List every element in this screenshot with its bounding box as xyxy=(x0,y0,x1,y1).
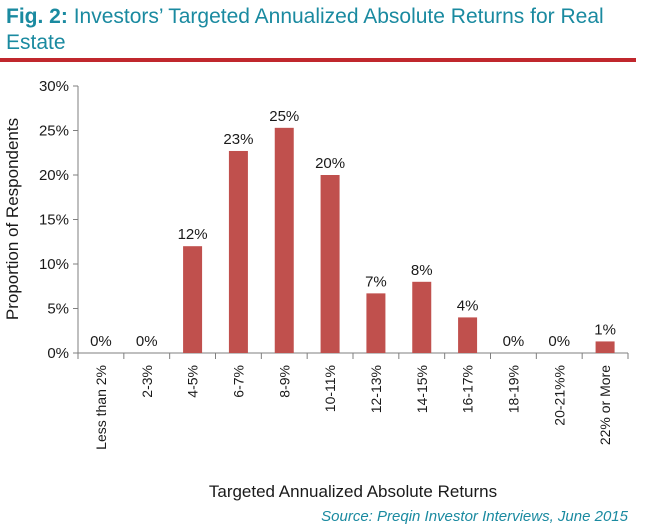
data-label: 12% xyxy=(178,226,208,243)
bar xyxy=(183,246,203,353)
category-label: Less than 2% xyxy=(93,365,109,450)
figure-title-text: Investors’ Targeted Annualized Absolute … xyxy=(6,5,604,54)
data-label: 25% xyxy=(269,108,299,125)
bar xyxy=(274,127,294,353)
data-label: 0% xyxy=(136,333,158,350)
category-label: 10-11% xyxy=(322,365,338,412)
y-tick-label: 10% xyxy=(39,256,69,273)
y-axis-title: Proportion of Respondents xyxy=(3,118,22,320)
category-label: 22% or More xyxy=(597,365,613,445)
x-axis-title: Targeted Annualized Absolute Returns xyxy=(209,482,497,501)
data-label: 7% xyxy=(365,273,387,290)
data-label: 0% xyxy=(548,333,570,350)
bar xyxy=(458,317,478,353)
figure-title: Fig. 2: Investors’ Targeted Annualized A… xyxy=(6,4,636,56)
category-label: 12-13% xyxy=(368,365,384,413)
data-label: 0% xyxy=(90,333,112,350)
category-label: 6-7% xyxy=(230,365,246,398)
category-label: 8-9% xyxy=(276,365,292,398)
category-label: 4-5% xyxy=(185,365,201,398)
category-label: 20-21%% xyxy=(551,365,567,426)
y-tick-label: 0% xyxy=(47,345,69,362)
category-label: 14-15% xyxy=(414,365,430,413)
data-label: 0% xyxy=(503,333,525,350)
title-rule xyxy=(0,58,636,62)
y-tick-label: 5% xyxy=(47,301,69,318)
y-tick-label: 20% xyxy=(39,167,69,184)
y-tick-label: 25% xyxy=(39,123,69,140)
data-label: 1% xyxy=(594,321,616,338)
data-label: 8% xyxy=(411,262,433,279)
category-label: 16-17% xyxy=(460,365,476,413)
bar xyxy=(228,150,248,353)
bar xyxy=(412,281,432,353)
bar xyxy=(320,175,340,353)
source-note: Source: Preqin Investor Interviews, June… xyxy=(321,508,628,525)
category-label: 18-19% xyxy=(505,365,521,413)
data-label: 23% xyxy=(223,131,253,148)
data-label: 4% xyxy=(457,297,479,314)
category-label: 2-3% xyxy=(139,365,155,398)
y-tick-label: 15% xyxy=(39,212,69,229)
y-tick-label: 30% xyxy=(39,78,69,95)
bar xyxy=(366,293,386,353)
bar xyxy=(595,341,615,353)
figure-label: Fig. 2: xyxy=(6,5,68,28)
data-label: 20% xyxy=(315,155,345,172)
